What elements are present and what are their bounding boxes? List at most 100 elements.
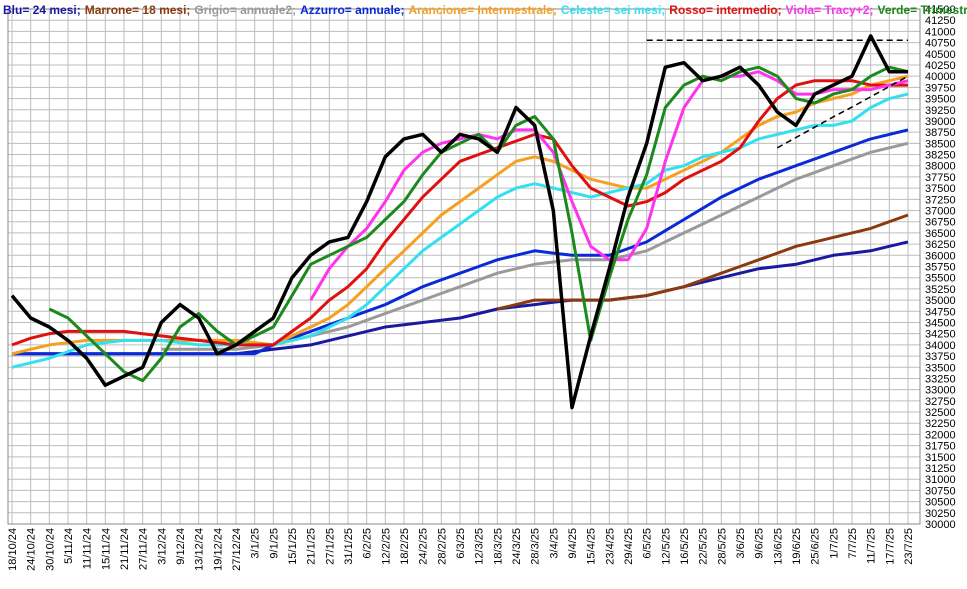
y-tick-label: 33000 <box>925 385 956 397</box>
y-tick-label: 40000 <box>925 71 956 83</box>
x-tick-label: 15/4/25 <box>586 528 598 565</box>
series-line <box>48 65 909 383</box>
x-tick-label: 9/4/25 <box>567 528 579 559</box>
series-line <box>309 70 909 301</box>
y-tick-label: 38750 <box>925 127 956 139</box>
labels: 3000030250305003075031000312503150031750… <box>7 4 956 571</box>
x-tick-label: 11/7/25 <box>866 528 878 564</box>
x-tick-label: 27/1/25 <box>324 528 336 565</box>
x-tick-label: 18/2/25 <box>399 528 411 565</box>
y-tick-label: 37000 <box>925 206 956 218</box>
legend: Blu= 24 mesi; Marrone= 18 mesi; Grigio= an… <box>3 3 967 17</box>
y-tick-label: 34500 <box>925 317 956 329</box>
x-tick-label: 23/4/25 <box>604 528 616 565</box>
y-tick-label: 32750 <box>925 396 956 408</box>
y-tick-label: 36500 <box>925 228 956 240</box>
y-tick-label: 34250 <box>925 329 956 341</box>
x-tick-label: 9/6/25 <box>754 528 766 559</box>
x-tick-label: 27/12/24 <box>231 528 243 571</box>
y-tick-label: 30500 <box>925 497 956 509</box>
x-tick-label: 12/3/25 <box>474 528 486 565</box>
y-tick-label: 39000 <box>925 116 956 128</box>
y-tick-label: 38000 <box>925 161 956 173</box>
y-tick-label: 34000 <box>925 340 956 352</box>
y-tick-label: 31500 <box>925 452 956 464</box>
y-tick-label: 38500 <box>925 138 956 150</box>
series-line <box>496 213 909 311</box>
x-tick-label: 5/11/24 <box>63 528 75 564</box>
y-tick-label: 33250 <box>925 373 956 385</box>
legend-entry: Azzurro= annuale; <box>300 3 404 17</box>
y-tick-label: 37500 <box>925 183 956 195</box>
y-tick-label: 36250 <box>925 239 956 251</box>
y-tick-label: 32250 <box>925 418 956 430</box>
y-tick-label: 38250 <box>925 150 956 162</box>
x-tick-label: 21/11/24 <box>119 528 131 570</box>
x-tick-label: 17/7/25 <box>884 528 896 565</box>
x-tick-label: 25/6/25 <box>810 528 822 565</box>
y-tick-label: 36000 <box>925 250 956 262</box>
x-tick-label: 1/7/25 <box>828 528 840 559</box>
plot-border <box>7 8 921 525</box>
y-tick-label: 39750 <box>925 82 956 94</box>
y-tick-label: 41500 <box>925 4 956 16</box>
y-tick-label: 41250 <box>925 15 956 27</box>
legend-entry: Marrone= 18 mesi; <box>85 3 191 17</box>
x-tick-label: 6/5/25 <box>642 528 654 559</box>
x-tick-label: 3/6/25 <box>735 528 747 559</box>
x-tick-label: 13/6/25 <box>772 528 784 565</box>
legend-entry: Grigio= annuale2; <box>194 3 296 17</box>
legend-entry: Arancione= Intermestrale; <box>408 3 556 17</box>
x-tick-label: 15/1/25 <box>287 528 299 565</box>
y-tick-label: 40750 <box>925 38 956 50</box>
legend-entry: Celeste= sei mesi; <box>561 3 665 17</box>
x-tick-label: 22/5/25 <box>698 528 710 565</box>
x-tick-label: 28/5/25 <box>716 528 728 565</box>
y-tick-label: 30000 <box>925 519 956 531</box>
x-tick-label: 19/6/25 <box>791 528 803 565</box>
legend-entry: Verde= Trimestrale <box>877 3 967 17</box>
price-line <box>10 34 908 410</box>
y-tick-label: 36750 <box>925 217 956 229</box>
y-tick-label: 39500 <box>925 94 956 106</box>
x-tick-label: 19/12/24 <box>212 528 224 571</box>
y-tick-label: 37250 <box>925 194 956 206</box>
x-tick-label: 18/3/25 <box>492 528 504 565</box>
x-tick-label: 3/4/25 <box>548 528 560 559</box>
y-tick-label: 41000 <box>925 26 956 38</box>
x-tick-label: 24/2/25 <box>418 528 430 565</box>
x-tick-label: 28/2/25 <box>436 528 448 565</box>
x-tick-label: 30/10/24 <box>44 528 56 571</box>
y-tick-label: 31750 <box>925 441 956 453</box>
y-tick-label: 35750 <box>925 262 956 274</box>
x-tick-label: 12/5/25 <box>660 528 672 565</box>
x-tick-label: 24/3/25 <box>511 528 523 565</box>
y-tick-label: 33750 <box>925 351 956 363</box>
x-tick-label: 24/10/24 <box>26 528 38 571</box>
x-tick-label: 6/2/25 <box>362 528 374 559</box>
lines <box>10 34 909 410</box>
x-tick-label: 16/5/25 <box>679 528 691 565</box>
y-tick-label: 37750 <box>925 172 956 184</box>
y-tick-label: 35250 <box>925 284 956 296</box>
y-tick-label: 35000 <box>925 295 956 307</box>
legend-entry: Blu= 24 mesi; <box>3 3 81 17</box>
y-tick-label: 30750 <box>925 485 956 497</box>
x-tick-label: 18/10/24 <box>7 528 19 571</box>
series-line <box>12 128 909 356</box>
y-tick-label: 32500 <box>925 407 956 419</box>
x-tick-label: 12/2/25 <box>380 528 392 565</box>
y-tick-label: 40250 <box>925 60 956 72</box>
x-tick-label: 15/11/24 <box>100 528 112 570</box>
x-tick-label: 13/12/24 <box>194 528 206 571</box>
y-tick-label: 40500 <box>925 49 956 61</box>
y-tick-label: 31000 <box>925 474 956 486</box>
y-tick-label: 32000 <box>925 429 956 441</box>
x-tick-label: 31/1/25 <box>343 528 355 565</box>
x-tick-label: 9/12/24 <box>175 528 187 565</box>
y-tick-label: 33500 <box>925 362 956 374</box>
legend-entry: Rosso= intermedio; <box>669 3 781 17</box>
x-tick-label: 3/12/24 <box>156 528 168 565</box>
x-tick-label: 23/7/25 <box>903 528 915 565</box>
